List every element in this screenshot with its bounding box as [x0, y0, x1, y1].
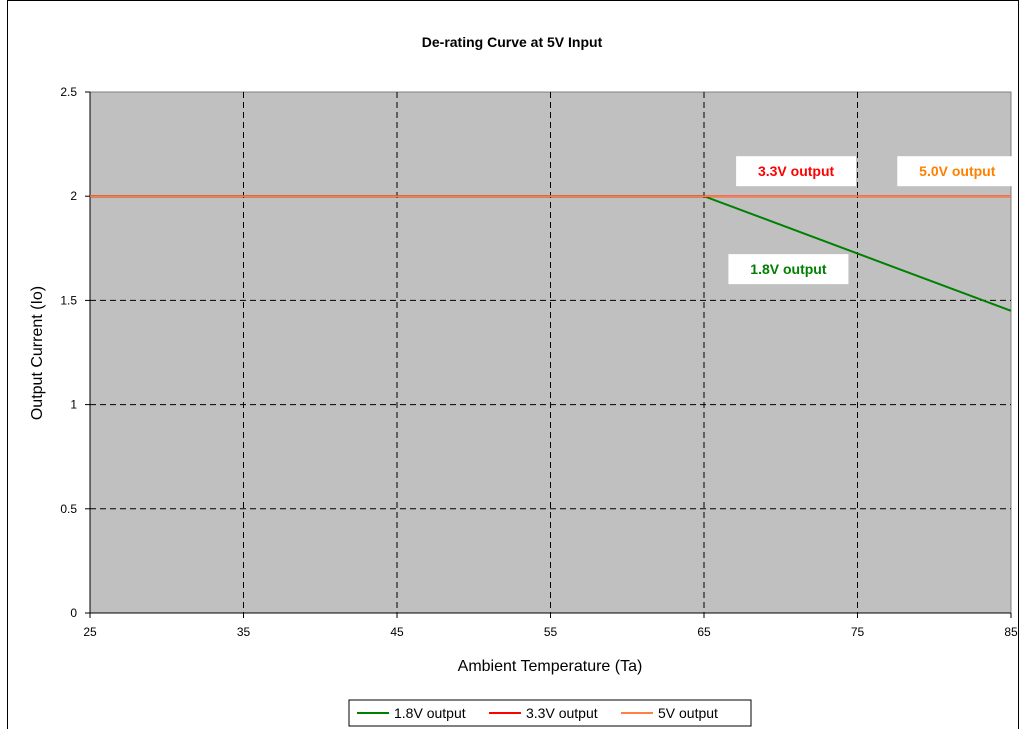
x-tick-label: 85 — [1004, 625, 1018, 639]
y-tick-label: 1 — [70, 398, 77, 412]
legend-entry: 1.8V output — [394, 705, 466, 721]
annotation-5-0v-output: 5.0V output — [897, 156, 1018, 187]
chart-frame: De-rating Curve at 5V Input Ambient Temp… — [7, 0, 1019, 729]
y-tick-label: 2 — [70, 189, 77, 203]
y-tick-label: 0 — [70, 606, 77, 620]
x-tick-label: 55 — [544, 625, 558, 639]
y-tick-label: 2.5 — [60, 85, 77, 99]
annotation-text: 5.0V output — [919, 163, 996, 179]
annotation-1-8v-output: 1.8V output — [728, 254, 849, 285]
x-tick-label: 75 — [851, 625, 865, 639]
legend-entry: 3.3V output — [526, 705, 598, 721]
legend: 1.8V output 3.3V output 5V output — [348, 699, 752, 727]
annotation-text: 3.3V output — [758, 163, 835, 179]
annotation-text: 1.8V output — [750, 261, 827, 277]
x-tick-label: 65 — [697, 625, 711, 639]
x-axis-label: Ambient Temperature (Ta) — [458, 658, 643, 675]
derating-chart: De-rating Curve at 5V Input Ambient Temp… — [29, 34, 1018, 727]
y-axis-label: Output Current (Io) — [29, 286, 46, 420]
annotation-box — [897, 156, 1018, 187]
x-tick-label: 45 — [390, 625, 404, 639]
annotation-3-3v-output: 3.3V output — [736, 156, 857, 187]
chart-title: De-rating Curve at 5V Input — [422, 34, 603, 50]
y-tick-label: 0.5 — [60, 502, 77, 516]
x-tick-label: 25 — [83, 625, 97, 639]
annotation-box — [728, 254, 849, 285]
x-tick-label: 35 — [237, 625, 251, 639]
legend-box — [348, 699, 752, 727]
y-tick-label: 1.5 — [60, 293, 77, 307]
annotation-box — [736, 156, 857, 187]
legend-entry: 5V output — [658, 705, 718, 721]
